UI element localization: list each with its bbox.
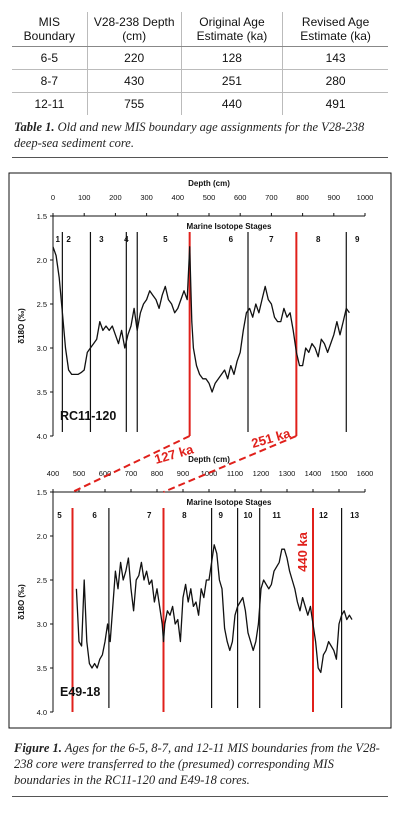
y-tick-label: 3.0	[37, 344, 47, 353]
table-cell: 12-11	[12, 92, 88, 115]
x-tick-label: 400	[47, 469, 60, 478]
table-cell: 491	[282, 92, 388, 115]
table-cell: 440	[180, 92, 283, 115]
x-tick-label: 500	[73, 469, 86, 478]
stage-label: 3	[99, 235, 104, 244]
y-tick-label: 3.5	[37, 664, 47, 673]
table-cell: 128	[180, 46, 283, 70]
core-label: RC11-120	[60, 409, 116, 423]
stage-label: 12	[319, 511, 328, 520]
divider	[12, 157, 388, 158]
table-cell: 8-7	[12, 69, 88, 93]
table-cell: 251	[180, 69, 283, 93]
table-caption: Table 1. Old and new MIS boundary age as…	[14, 119, 386, 151]
x-tick-label: 1400	[305, 469, 322, 478]
y-axis-label: δ18O (‰)	[17, 308, 26, 344]
y-tick-label: 2.0	[37, 256, 47, 265]
x-tick-label: 200	[109, 193, 122, 202]
table-cell: 755	[86, 92, 182, 115]
x-tick-label: 700	[125, 469, 138, 478]
x-tick-label: 300	[140, 193, 153, 202]
y-tick-label: 4.0	[37, 708, 47, 717]
stages-title: Marine Isotope Stages	[187, 498, 272, 507]
stage-label: 7	[147, 511, 152, 520]
figure-caption-label: Figure 1.	[14, 741, 62, 755]
table-cell: 280	[282, 69, 388, 93]
d18o-series-line	[75, 544, 353, 674]
stage-label: 5	[163, 235, 168, 244]
x-tick-label: 700	[265, 193, 278, 202]
y-tick-label: 3.0	[37, 620, 47, 629]
figure-caption-text: Ages for the 6-5, 8-7, and 12-11 MIS bou…	[14, 741, 380, 787]
table-row: 6-5 220 128 143	[12, 46, 388, 70]
dashed-connector-127	[72, 435, 191, 493]
x-tick-label: 100	[78, 193, 91, 202]
x-tick-label: 600	[99, 469, 112, 478]
table-header-cell: Original Age Estimate (ka)	[180, 12, 283, 47]
x-axis-label: Depth (cm)	[188, 179, 230, 188]
divider	[12, 796, 388, 797]
y-tick-label: 3.5	[37, 388, 47, 397]
stage-label: 1	[55, 235, 60, 244]
table-row: 8-7 430 251 280	[12, 69, 388, 93]
age-label-440: 440 ka	[295, 531, 310, 572]
x-tick-label: 900	[328, 193, 341, 202]
table-row: 12-11 755 440 491	[12, 92, 388, 115]
table-cell: 143	[282, 46, 388, 70]
stage-label: 2	[66, 235, 71, 244]
stage-label: 8	[182, 511, 187, 520]
table-cell: 220	[86, 46, 182, 70]
figure-1: 0 100 200 300 400 500 600 700 800 900 1000 1.5 2.0 2.…	[8, 172, 392, 729]
table-caption-label: Table 1.	[14, 120, 55, 134]
x-tick-label: 900	[177, 469, 190, 478]
stage-label: 11	[272, 511, 281, 520]
stage-label: 13	[350, 511, 359, 520]
figure-frame	[8, 172, 392, 729]
stage-label: 8	[316, 235, 321, 244]
dashed-connector-251	[163, 435, 297, 493]
x-tick-label: 1300	[279, 469, 296, 478]
chart-rc11-120: 0 100 200 300 400 500 600 700 800 900 1000 1.5 2.0 2.…	[17, 179, 373, 441]
x-tick-label: 1600	[357, 469, 374, 478]
x-tick-label: 800	[296, 193, 309, 202]
figure-caption: Figure 1. Ages for the 6-5, 8-7, and 12-…	[14, 740, 386, 788]
chart-e49-18: 400 500 600 700 800 900 1000 1100 1200 1300 1400 15…	[17, 455, 373, 717]
stage-label: 10	[244, 511, 253, 520]
table-caption-text: Old and new MIS boundary age assignments…	[14, 120, 365, 150]
y-tick-label: 1.5	[37, 212, 47, 221]
x-tick-label: 500	[203, 193, 216, 202]
x-tick-label: 1200	[253, 469, 270, 478]
table-cell: 6-5	[12, 46, 88, 70]
stage-label: 6	[229, 235, 234, 244]
x-tick-label: 0	[51, 193, 55, 202]
table-header-row: MIS Boundary V28-238 Depth (cm) Original…	[12, 12, 388, 47]
y-tick-label: 1.5	[37, 488, 47, 497]
stage-label: 5	[57, 511, 62, 520]
stage-label: 7	[269, 235, 274, 244]
y-tick-label: 2.0	[37, 532, 47, 541]
y-tick-label: 2.5	[37, 576, 47, 585]
x-tick-label: 800	[151, 469, 164, 478]
y-tick-label: 4.0	[37, 432, 47, 441]
stages-title: Marine Isotope Stages	[187, 222, 272, 231]
x-axis-label: Depth (cm)	[188, 455, 230, 464]
y-axis-label: δ18O (‰)	[17, 584, 26, 620]
x-tick-label: 1000	[201, 469, 218, 478]
x-tick-label: 400	[172, 193, 185, 202]
core-label: E49-18	[60, 685, 100, 699]
stage-label: 9	[218, 511, 223, 520]
x-tick-label: 600	[234, 193, 247, 202]
x-tick-label: 1500	[331, 469, 348, 478]
x-tick-label: 1000	[357, 193, 374, 202]
y-tick-label: 2.5	[37, 300, 47, 309]
table-cell: 430	[86, 69, 182, 93]
x-tick-label: 1100	[227, 469, 243, 478]
d18o-series-line	[52, 246, 350, 393]
table-header-cell: Revised Age Estimate (ka)	[282, 12, 388, 47]
table-header-cell: V28-238 Depth (cm)	[86, 12, 182, 47]
stage-label: 9	[355, 235, 360, 244]
table-header-cell: MIS Boundary	[12, 12, 88, 47]
age-table: MIS Boundary V28-238 Depth (cm) Original…	[12, 12, 388, 115]
stage-label: 6	[92, 511, 97, 520]
